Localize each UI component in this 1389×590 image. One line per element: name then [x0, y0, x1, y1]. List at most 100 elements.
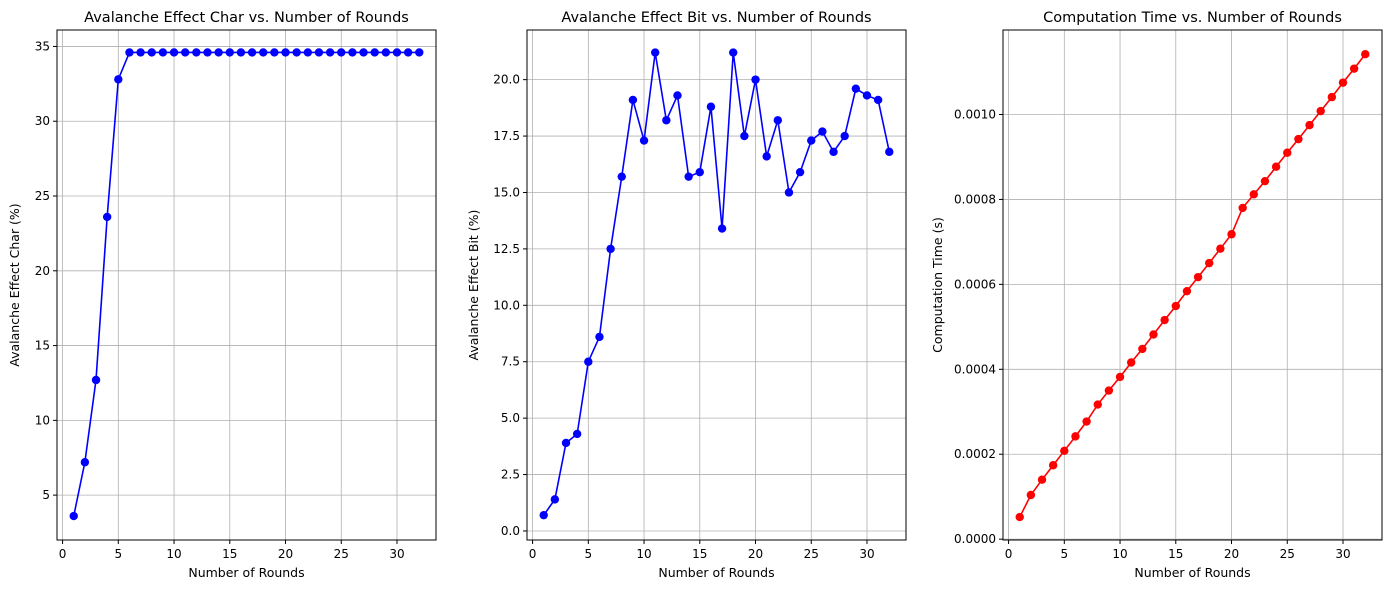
- y-tick-label: 12.5: [493, 242, 520, 256]
- x-tick-label: 20: [278, 547, 293, 561]
- data-point: [91, 375, 101, 385]
- data-point: [314, 48, 324, 57]
- chart-title: Computation Time vs. Number of Rounds: [1043, 10, 1342, 26]
- data-point: [236, 48, 246, 57]
- data-point: [795, 167, 805, 177]
- data-point: [259, 48, 268, 57]
- data-point: [102, 212, 112, 222]
- data-point: [1327, 92, 1337, 102]
- data-point: [639, 136, 649, 145]
- x-tick-label: 25: [804, 547, 819, 561]
- y-tick-label: 10: [35, 413, 50, 427]
- data-point: [784, 188, 794, 197]
- y-tick-label: 35: [35, 39, 50, 53]
- data-point: [114, 75, 123, 84]
- data-point: [717, 224, 727, 233]
- y-tick-label: 20.0: [493, 73, 520, 87]
- data-point: [1249, 190, 1259, 199]
- data-point: [572, 429, 582, 439]
- data-point: [169, 48, 179, 57]
- data-point: [1048, 461, 1058, 470]
- data-point: [158, 48, 168, 57]
- data-point: [1205, 258, 1214, 268]
- data-point: [225, 48, 234, 57]
- data-point: [214, 48, 223, 57]
- data-point: [403, 48, 413, 57]
- x-tick-label: 15: [222, 547, 237, 561]
- data-point: [673, 91, 682, 100]
- data-point: [561, 438, 571, 448]
- data-point: [851, 84, 861, 93]
- data-point: [862, 91, 872, 100]
- data-point: [292, 48, 301, 57]
- series-line: [72, 51, 420, 517]
- data-point: [1060, 446, 1069, 456]
- x-tick-label: 30: [1335, 547, 1350, 561]
- data-point: [1271, 162, 1281, 171]
- y-axis-label: Avalanche Effect Char (%): [7, 203, 22, 366]
- data-point: [80, 458, 90, 467]
- data-point: [1316, 106, 1325, 116]
- data-point: [706, 102, 716, 111]
- data-point: [762, 152, 771, 161]
- x-tick-label: 0: [1005, 547, 1013, 561]
- data-point: [370, 48, 379, 57]
- data-point: [1216, 244, 1225, 253]
- data-point: [740, 131, 749, 141]
- data-point: [1171, 301, 1180, 311]
- x-tick-label: 10: [166, 547, 181, 561]
- x-tick-label: 15: [1168, 547, 1183, 561]
- chart-title: Avalanche Effect Char vs. Number of Roun…: [84, 10, 409, 26]
- data-point: [125, 48, 134, 57]
- y-tick-label: 25: [35, 189, 50, 203]
- y-tick-label: 7.5: [501, 355, 520, 369]
- data-point: [1015, 512, 1024, 522]
- data-point: [595, 332, 604, 342]
- data-point: [1294, 134, 1303, 144]
- y-tick-label: 17.5: [493, 129, 520, 143]
- data-point: [1037, 475, 1047, 484]
- data-point: [807, 136, 816, 145]
- data-point: [1227, 230, 1236, 239]
- data-point: [1182, 286, 1192, 296]
- data-point: [1115, 372, 1125, 382]
- data-point: [325, 48, 335, 57]
- data-point: [1026, 490, 1036, 500]
- data-point: [281, 48, 290, 57]
- data-point: [337, 48, 346, 57]
- data-point: [873, 95, 883, 105]
- x-axis-label: Number of Rounds: [188, 565, 304, 580]
- x-tick-label: 5: [584, 547, 592, 561]
- data-point: [885, 147, 894, 157]
- data-point: [180, 48, 190, 57]
- data-point: [628, 95, 638, 105]
- y-tick-label: 0.0006: [954, 277, 996, 291]
- data-point: [539, 510, 548, 520]
- data-point: [751, 75, 760, 84]
- x-tick-label: 0: [59, 547, 67, 561]
- data-point: [203, 48, 212, 57]
- data-point: [729, 48, 738, 57]
- axes-frame: [1002, 29, 1383, 541]
- y-tick-label: 15: [35, 339, 50, 353]
- y-tick-label: 5: [42, 488, 50, 502]
- x-tick-label: 5: [1060, 547, 1068, 561]
- chart-title: Avalanche Effect Bit vs. Number of Round…: [561, 10, 871, 26]
- x-tick-label: 0: [529, 547, 537, 561]
- y-tick-label: 0.0010: [954, 108, 996, 122]
- y-axis-label: Computation Time (s): [930, 217, 945, 353]
- y-tick-label: 0.0004: [954, 362, 996, 376]
- data-point: [662, 116, 671, 125]
- y-tick-label: 0.0002: [954, 447, 996, 461]
- y-tick-label: 0.0000: [954, 532, 996, 546]
- y-axis-label: Avalanche Effect Bit (%): [466, 210, 481, 361]
- x-tick-label: 10: [636, 547, 651, 561]
- data-point: [1160, 315, 1169, 325]
- x-tick-label: 10: [1112, 547, 1127, 561]
- y-tick-label: 0.0: [501, 524, 520, 538]
- data-point: [303, 48, 313, 57]
- y-tick-label: 15.0: [493, 185, 520, 199]
- data-point: [1283, 148, 1292, 157]
- data-point: [359, 48, 368, 57]
- data-point: [1238, 203, 1247, 213]
